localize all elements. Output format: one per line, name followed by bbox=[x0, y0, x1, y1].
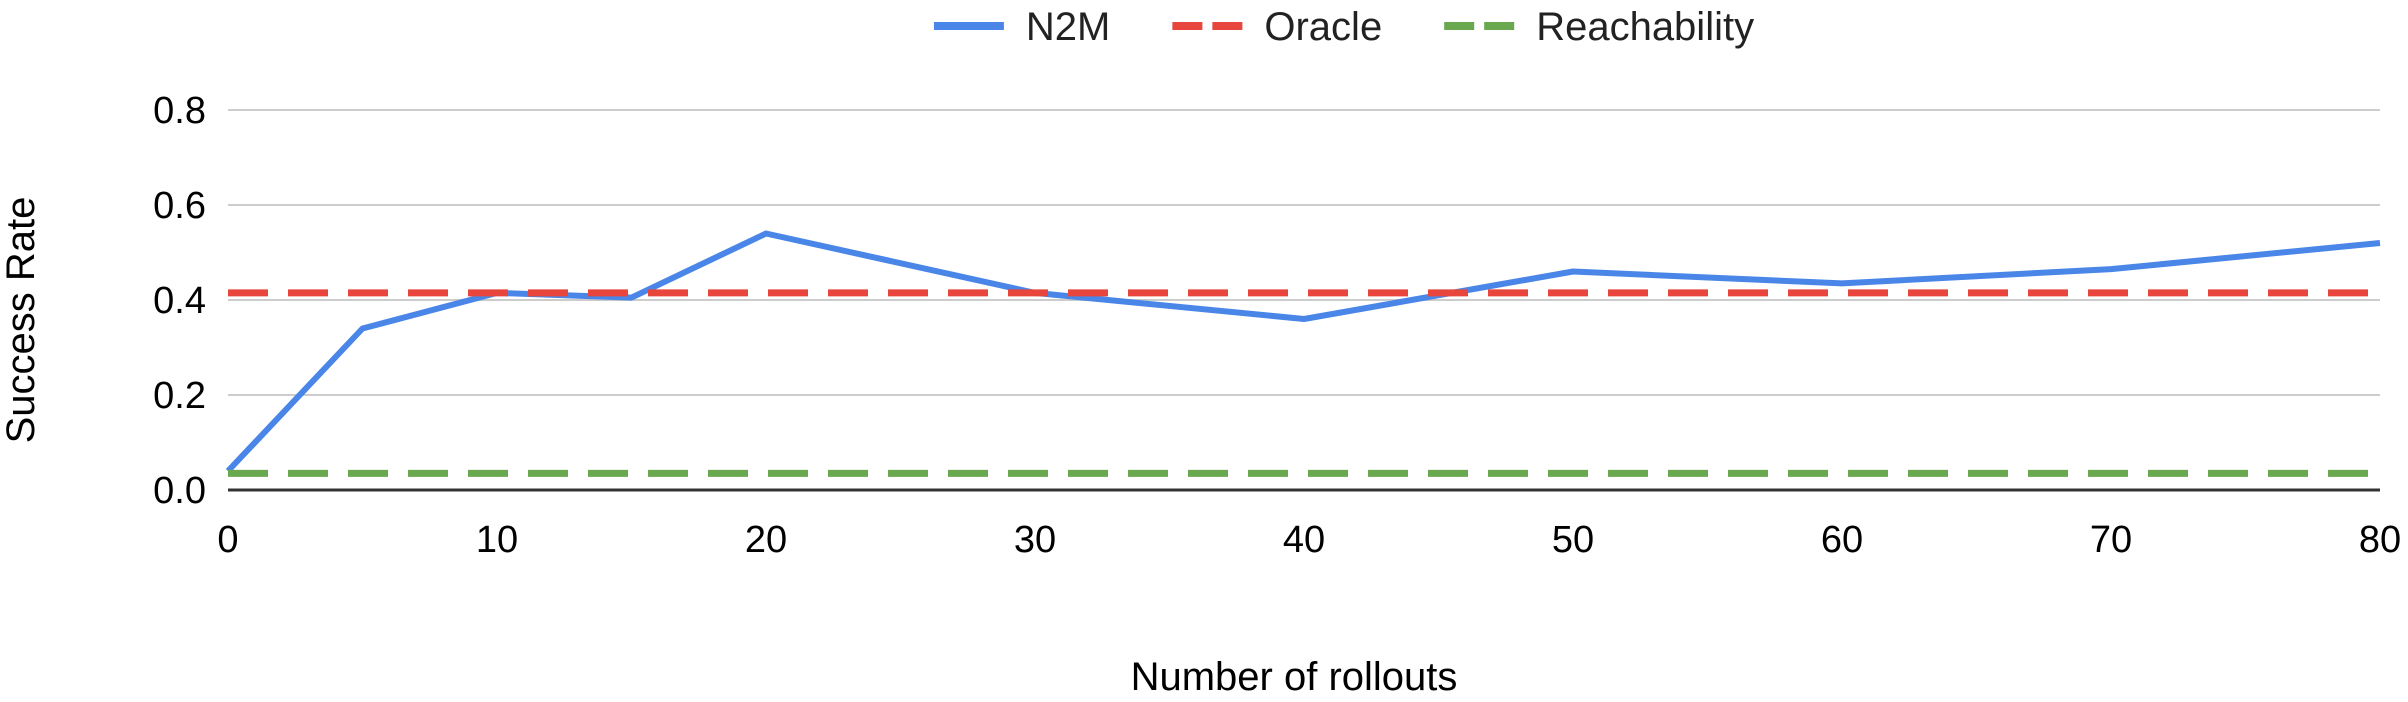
legend-label: N2M bbox=[1026, 5, 1110, 49]
x-axis-title: Number of rollouts bbox=[1131, 655, 1458, 699]
series-lines bbox=[225, 230, 2381, 477]
x-tick-label: 0 bbox=[217, 519, 238, 561]
legend-item-reachability[interactable]: Reachability bbox=[1444, 5, 1754, 49]
x-tick-label: 50 bbox=[1552, 519, 1594, 561]
legend-item-n2m[interactable]: N2M bbox=[933, 5, 1110, 49]
y-tick-label: 0.8 bbox=[153, 90, 206, 132]
x-tick-label: 70 bbox=[2090, 519, 2132, 561]
gridlines bbox=[228, 109, 2380, 396]
axes: 0.0 0.2 0.4 0.6 0.8 0 10 20 30 40 50 60 70 80 bbox=[153, 90, 2401, 561]
x-tick-label: 30 bbox=[1014, 519, 1056, 561]
legend-item-oracle[interactable]: Oracle bbox=[1172, 5, 1382, 49]
y-tick-label: 0.4 bbox=[153, 280, 206, 322]
y-axis-title: Success Rate bbox=[0, 197, 43, 444]
series-line-n2m bbox=[225, 230, 2381, 474]
y-tick-label: 0.2 bbox=[153, 375, 206, 417]
legend-label: Oracle bbox=[1264, 5, 1382, 49]
legend-label: Reachability bbox=[1536, 5, 1754, 49]
x-tick-label: 40 bbox=[1283, 519, 1325, 561]
x-tick-label: 20 bbox=[745, 519, 787, 561]
x-tick-label: 10 bbox=[476, 519, 518, 561]
x-tick-label: 80 bbox=[2359, 519, 2401, 561]
x-tick-label: 60 bbox=[1821, 519, 1863, 561]
y-tick-label: 0.6 bbox=[153, 185, 206, 227]
y-tick-label: 0.0 bbox=[153, 470, 206, 512]
legend: N2M Oracle Reachability bbox=[933, 5, 1754, 49]
